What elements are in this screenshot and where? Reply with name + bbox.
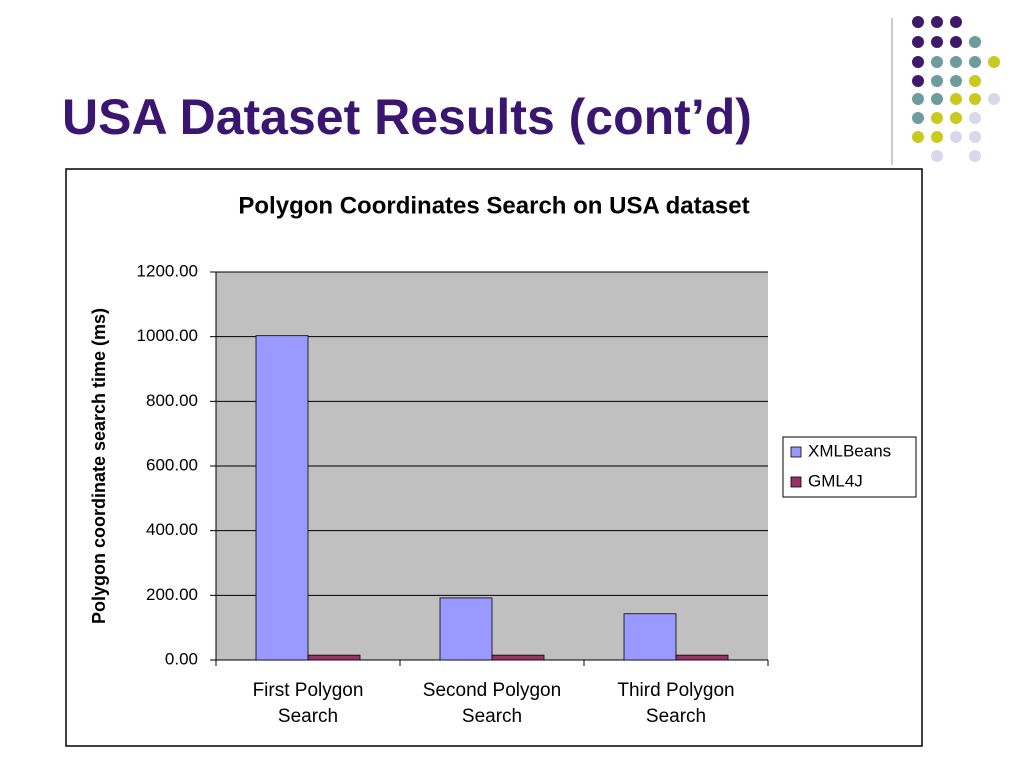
- y-axis-label: Polygon coordinate search time (ms): [89, 308, 109, 624]
- legend-label: GML4J: [808, 471, 863, 490]
- slide-title: USA Dataset Results (cont’d): [62, 89, 752, 145]
- y-tick-label: 400.00: [146, 520, 198, 539]
- bar: [623, 613, 677, 661]
- y-tick-label: 200.00: [146, 585, 198, 604]
- legend-swatch: [790, 446, 802, 458]
- y-tick-label: 600.00: [146, 455, 198, 474]
- x-tick-label: First Polygon Search: [252, 680, 364, 727]
- legend-swatch: [790, 476, 802, 488]
- bar: [675, 654, 729, 661]
- y-tick-label: 800.00: [146, 391, 198, 410]
- bar: [491, 654, 545, 661]
- y-tick-label: 0.00: [165, 649, 198, 668]
- legend-label: XMLBeans: [808, 441, 891, 460]
- bar: [439, 597, 493, 661]
- y-tick-label: 1200.00: [137, 261, 198, 280]
- legend: [782, 436, 917, 498]
- x-tick-label: Second Polygon Search: [422, 680, 562, 727]
- decoration: [891, 16, 1000, 165]
- chart-title: Polygon Coordinates Search on USA datase…: [238, 192, 749, 219]
- x-tick-label: Third Polygon Search: [617, 680, 735, 727]
- bar: [307, 654, 361, 661]
- bar: [255, 335, 309, 661]
- y-tick-label: 1000.00: [137, 326, 198, 345]
